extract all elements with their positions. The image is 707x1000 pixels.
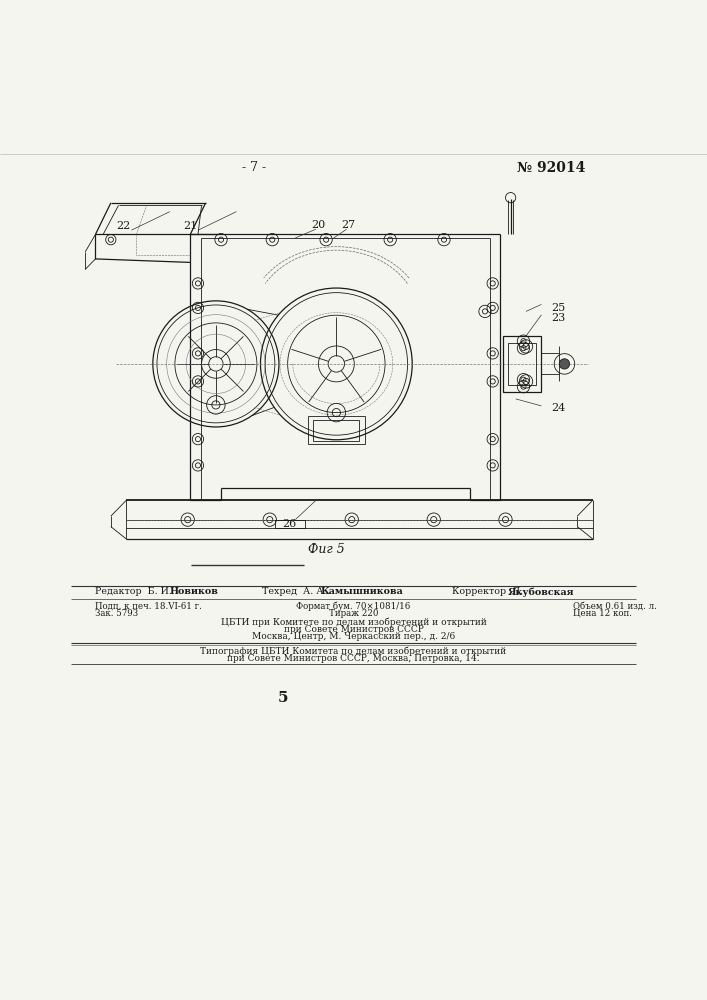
Text: Редактор  Б. И.: Редактор Б. И.	[95, 587, 175, 596]
Text: 25: 25	[551, 303, 566, 313]
Text: Камышникова: Камышникова	[320, 587, 403, 596]
Text: 5: 5	[278, 691, 288, 705]
Text: Объем 0.61 изд. л.: Объем 0.61 изд. л.	[573, 602, 657, 611]
Text: Якубовская: Якубовская	[508, 587, 574, 597]
Text: 23: 23	[551, 313, 566, 323]
Text: - 7 -: - 7 -	[243, 161, 267, 174]
Text: при Совете Министров СССР, Москва, Петровка, 14.: при Совете Министров СССР, Москва, Петро…	[227, 654, 480, 663]
Bar	[503, 336, 542, 392]
Text: 20: 20	[311, 220, 325, 230]
Text: 26: 26	[282, 519, 296, 529]
Text: № 92014: № 92014	[518, 161, 585, 175]
Text: Новиков: Новиков	[170, 587, 218, 596]
Text: 27: 27	[341, 220, 355, 230]
Text: Типография ЦБТИ Комитета по делам изобретений и открытий: Типография ЦБТИ Комитета по делам изобре…	[200, 647, 507, 656]
Text: Техред  А. А.: Техред А. А.	[262, 587, 329, 596]
Text: Формат бум. 70×1081/16: Формат бум. 70×1081/16	[296, 601, 411, 611]
Text: Корректор  Л.: Корректор Л.	[452, 587, 527, 596]
Text: Фиг 5: Фиг 5	[308, 543, 344, 556]
Text: 21: 21	[183, 221, 197, 231]
Text: при Совете Министров СССР: при Совете Министров СССР	[284, 625, 423, 634]
Bar	[508, 343, 537, 385]
Text: Москва, Центр, М. Черкасский пер., д. 2/6: Москва, Центр, М. Черкасский пер., д. 2/…	[252, 632, 455, 641]
Circle shape	[559, 359, 570, 369]
Text: ЦБТИ при Комитете по делам изобретений и открытий: ЦБТИ при Комитете по делам изобретений и…	[221, 618, 486, 627]
Text: Цена 12 коп.: Цена 12 коп.	[573, 609, 631, 618]
Text: Подп. к печ. 18.VI-61 г.: Подп. к печ. 18.VI-61 г.	[95, 602, 202, 611]
Text: Зак. 5793: Зак. 5793	[95, 609, 139, 618]
Bar	[313, 420, 359, 441]
Bar	[308, 416, 365, 444]
Text: 22: 22	[117, 221, 131, 231]
Text: 24: 24	[551, 403, 566, 413]
Text: Тираж 220: Тираж 220	[329, 609, 378, 618]
Bar	[275, 520, 305, 528]
